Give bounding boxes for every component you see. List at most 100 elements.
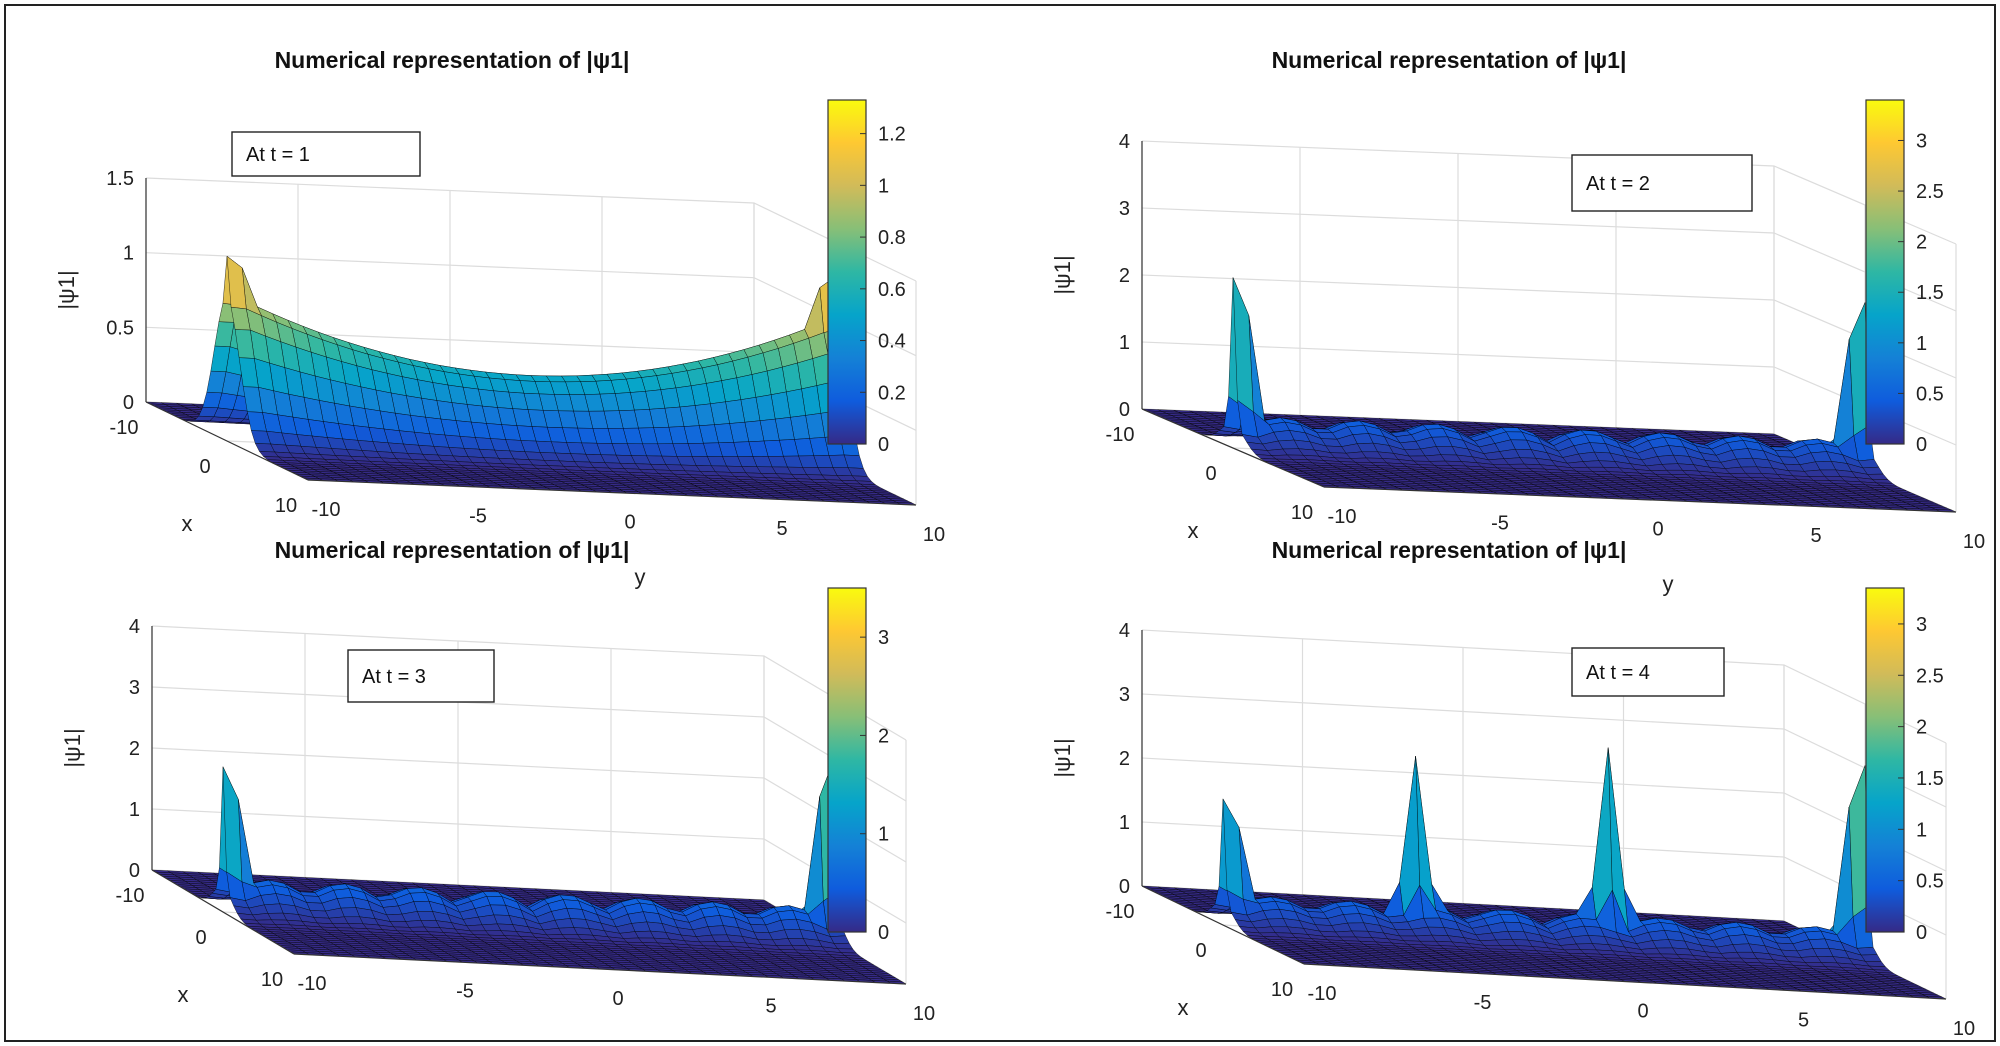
colorbar-tick-label: 2 [1916, 232, 1927, 254]
colorbar-tick-label: 1.5 [1916, 768, 1944, 790]
x-tick-label: -10 [1106, 901, 1135, 923]
colorbar [1865, 99, 1905, 445]
y-tick-label: 5 [1798, 1009, 1809, 1031]
chart-title: Numerical representation of |ψ1| [275, 47, 630, 73]
z-tick-label: 2 [1119, 748, 1130, 770]
x-axis-label: x [178, 982, 189, 1007]
colorbar-tick-label: 3 [878, 627, 889, 649]
z-axis-label: |ψ1| [1050, 255, 1075, 294]
y-tick-label: -10 [312, 499, 341, 521]
axis-lines [1141, 630, 1947, 1000]
z-tick-label: 2 [129, 738, 140, 760]
x-axis-label: x [1188, 518, 1199, 543]
z-tick-label: 1 [1119, 332, 1130, 354]
x-axis-line [1141, 885, 1305, 965]
z-tick-label: 3 [129, 677, 140, 699]
z-tick-label: 1 [1119, 812, 1130, 834]
z-tick-label: 4 [1119, 131, 1130, 153]
annotation-text: At t = 3 [362, 666, 426, 688]
z-tick-label: 4 [129, 616, 140, 638]
colorbar-tick-label: 3 [1916, 130, 1927, 152]
annotation-box [1571, 154, 1753, 212]
colorbar-tick-label: 2 [1916, 717, 1927, 739]
y-axis-label: y [1663, 572, 1674, 597]
annotation-text: At t = 4 [1586, 662, 1650, 684]
annotation-text: At t = 2 [1586, 173, 1650, 195]
chart-title: Numerical representation of |ψ1| [1272, 47, 1627, 73]
x-axis-label: x [182, 511, 193, 536]
z-axis-label: |ψ1| [60, 728, 85, 767]
z-gridline [151, 625, 907, 741]
colorbar-tick-label: 2.5 [1916, 665, 1944, 687]
axis-lines [151, 626, 907, 985]
x-axis-line [145, 401, 309, 481]
y-tick-label: 10 [913, 1003, 935, 1025]
y-tick-label: -5 [469, 505, 487, 527]
colorbar-tick-label: 0 [878, 922, 889, 944]
z-gridline [1141, 629, 1947, 744]
z-gridline [1141, 757, 1947, 872]
y-tick-label: 0 [612, 988, 623, 1010]
axis-lines [1141, 141, 1957, 513]
z-tick-label: 3 [1119, 684, 1130, 706]
chart-title: Numerical representation of |ψ1| [1272, 537, 1627, 563]
z-tick-label: 0 [1119, 876, 1130, 898]
x-tick-label: -10 [116, 885, 145, 907]
z-axis-label: |ψ1| [1050, 738, 1075, 777]
y-tick-label: 0 [1637, 1001, 1648, 1023]
x-tick-label: 10 [1291, 502, 1313, 524]
z-gridline [145, 177, 917, 282]
colorbar [827, 587, 867, 933]
y-tick-label: -10 [1328, 506, 1357, 528]
z-tick-label: 0 [123, 392, 134, 414]
colorbar-tick-label: 0.5 [1916, 383, 1944, 405]
colorbar-tick-label: 0.8 [878, 227, 906, 249]
z-gridline [151, 747, 907, 863]
y-tick-label: 0 [1652, 519, 1663, 541]
surface-mesh [1141, 747, 1947, 1000]
x-tick-label: 0 [1205, 463, 1216, 485]
z-gridline [151, 686, 907, 802]
colorbar-tick-label: 0.2 [878, 382, 906, 404]
z-tick-label: 0 [129, 860, 140, 882]
z-tick-label: 0 [1119, 399, 1130, 421]
surface-mesh [151, 756, 907, 985]
colorbar-tick-label: 0.5 [1916, 871, 1944, 893]
y-tick-label: 5 [1810, 525, 1821, 547]
x-tick-label: 10 [261, 969, 283, 991]
y-tick-label: 5 [776, 518, 787, 540]
colorbar-tick-label: 1 [878, 824, 889, 846]
z-axis-label: |ψ1| [54, 270, 79, 309]
z-tick-label: 1.5 [106, 168, 134, 190]
colorbar-tick-label: 0 [1916, 434, 1927, 456]
z-gridline [1141, 693, 1947, 808]
colorbar-tick-label: 2.5 [1916, 181, 1944, 203]
colorbar-tick-label: 1.5 [1916, 282, 1944, 304]
z-tick-label: 1 [129, 799, 140, 821]
surface-mesh [1141, 277, 1957, 513]
x-tick-label: -10 [110, 417, 139, 439]
y-tick-label: -10 [1308, 983, 1337, 1005]
y-axis-line [1323, 486, 1957, 513]
colorbar-tick-label: 1.2 [878, 124, 906, 146]
y-tick-label: 0 [624, 512, 635, 534]
colorbar [827, 99, 867, 445]
colorbar-tick-label: 0.4 [878, 331, 906, 353]
z-tick-label: 3 [1119, 198, 1130, 220]
z-gridline [1141, 140, 1957, 245]
y-tick-label: 10 [1963, 531, 1985, 553]
y-tick-label: 10 [923, 524, 945, 546]
figure-frame: 0 0.5 1 1.5 -10 0 10 -10 -5 0 5 10 x y |ψ1| Numerical r… [4, 4, 1996, 1042]
y-tick-label: -5 [456, 981, 474, 1003]
colorbar-tick-label: 2 [878, 725, 889, 747]
chart-title: Numerical representation of |ψ1| [275, 537, 630, 563]
y-tick-label: 10 [1953, 1018, 1975, 1040]
colorbar-tick-label: 1 [878, 175, 889, 197]
annotation-box [1571, 647, 1725, 697]
x-axis-line [151, 869, 295, 955]
colorbar-tick-label: 3 [1916, 614, 1927, 636]
